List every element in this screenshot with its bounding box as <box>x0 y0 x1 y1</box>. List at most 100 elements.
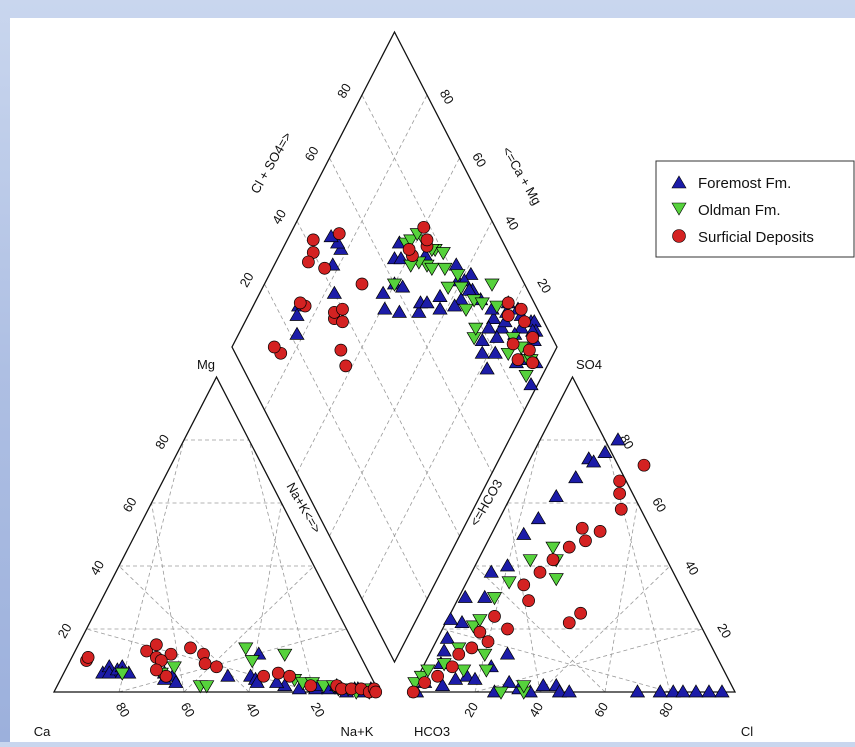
anion-grid-line <box>474 565 606 693</box>
oldman-fm-diamond-point <box>453 281 469 295</box>
legend-item-surficial: Surficial Deposits <box>672 229 814 246</box>
oldman-fm-anion-point <box>486 592 503 606</box>
surficial-deposits-anion-point <box>406 685 420 699</box>
oldman-fm-diamond-point <box>450 269 466 283</box>
cation-bottom-tick-label: 40 <box>243 700 263 720</box>
circle-icon <box>672 229 686 243</box>
surficial-deposits-anion-point <box>522 594 535 608</box>
oldman-fm-anion-point <box>420 664 436 678</box>
surficial-deposits-anion-point <box>613 474 626 488</box>
foremost-fm-diamond-point <box>447 298 463 312</box>
surficial-deposits-anion-point <box>614 502 628 516</box>
surficial-deposits-anion-point <box>613 487 626 500</box>
oldman-fm-cation-point <box>277 648 293 662</box>
oldman-fm-anion-point <box>478 664 494 678</box>
surficial-deposits-diamond-point <box>293 296 307 310</box>
foremost-fm-diamond-point <box>486 310 502 324</box>
foremost-fm-diamond-point <box>395 279 411 293</box>
surficial-deposits-diamond-point <box>501 296 515 310</box>
cation-left-tick-label: 80 <box>152 432 172 452</box>
surficial-deposits-diamond-point <box>501 309 515 322</box>
surficial-deposits-diamond-point <box>402 243 416 256</box>
anion-grid-line <box>442 628 671 693</box>
legend-label-foremost: Foremost Fm. <box>698 175 791 192</box>
surficial-deposits-anion-point <box>481 635 495 648</box>
foremost-fm-anion-point <box>499 558 516 572</box>
surficial-deposits-cation-point <box>283 669 296 683</box>
oldman-fm-anion-point <box>516 680 532 694</box>
anion-grid-line <box>604 502 638 693</box>
oldman-fm-anion-point <box>545 541 561 555</box>
anion-bottom-tick-label: 80 <box>656 700 676 720</box>
oldman-fm-cation-point <box>238 642 254 656</box>
surficial-deposits-anion-point <box>579 534 592 548</box>
oldman-fm-anion-point <box>493 686 509 700</box>
surficial-deposits-diamond-point <box>506 337 520 351</box>
foremost-fm-anion-point <box>447 671 464 685</box>
anion-right-tick-label: 40 <box>682 558 702 578</box>
surficial-deposits-anion-point <box>575 521 589 535</box>
cation-bottom-tick-label: 80 <box>113 700 133 720</box>
cation-grid-line <box>151 502 185 693</box>
anion-grid-line <box>539 565 671 693</box>
foremost-fm-diamond-point <box>487 345 503 359</box>
surficial-deposits-anion-point <box>418 676 431 689</box>
surficial-deposits-diamond-point <box>526 331 539 344</box>
anion-corner-label-cl: Cl <box>741 724 753 739</box>
surficial-deposits-anion-point <box>574 606 587 620</box>
cation-corner-label-mg: Mg <box>197 357 215 372</box>
foremost-fm-anion-point <box>434 678 451 692</box>
foremost-fm-diamond-point <box>432 288 448 302</box>
foremost-fm-diamond-point <box>523 377 539 391</box>
foremost-fm-diamond-point <box>326 285 342 299</box>
oldman-fm-diamond-point <box>435 247 451 261</box>
diamond-left-tick-label: 20 <box>236 270 256 290</box>
surficial-deposits-anion-point <box>546 553 560 567</box>
cation-left-tick-label: 60 <box>119 495 139 515</box>
oldman-fm-anion-point <box>472 614 488 628</box>
oldman-fm-anion-point <box>522 554 538 568</box>
oldman-fm-diamond-point <box>403 234 419 248</box>
oldman-fm-anion-point <box>548 573 564 587</box>
surficial-deposits-cation-point <box>159 669 173 683</box>
anion-corner-label-hco3: HCO3 <box>414 724 450 739</box>
foremost-fm-anion-point <box>443 611 459 625</box>
diamond-grid-line <box>264 283 428 600</box>
legend: Foremost Fm. Oldman Fm. Surficial Deposi… <box>655 160 855 258</box>
foremost-fm-diamond-point <box>479 361 495 375</box>
oldman-fm-diamond-point <box>403 259 419 273</box>
foremost-fm-diamond-point <box>289 326 305 340</box>
oldman-fm-diamond-point <box>437 262 453 276</box>
diamond-right-tick-label: 80 <box>437 87 457 107</box>
diamond-grid-line <box>329 220 493 537</box>
legend-label-oldman: Oldman Fm. <box>698 202 781 219</box>
surficial-deposits-cation-point <box>140 644 153 658</box>
cation-left-tick-label: 40 <box>87 558 107 578</box>
anion-right-tick-label: 60 <box>649 495 669 515</box>
foremost-fm-cation-point <box>168 674 184 688</box>
oldman-fm-diamond-point <box>484 278 500 292</box>
surficial-deposits-anion-point <box>501 622 514 636</box>
oldman-fm-cation-point <box>114 667 130 681</box>
triangle-up-icon <box>671 175 687 189</box>
grid-lines <box>86 94 703 693</box>
foremost-fm-diamond-point <box>474 345 490 359</box>
anion-grid-line <box>474 628 703 693</box>
surficial-deposits-cation-point <box>164 647 178 661</box>
legend-label-surficial: Surficial Deposits <box>698 229 814 246</box>
cation-bottom-tick-label: 60 <box>178 700 198 720</box>
oldman-fm-cation-point <box>244 655 260 669</box>
surficial-deposits-diamond-point <box>336 315 349 329</box>
oldman-fm-diamond-point <box>518 370 534 384</box>
foremost-fm-anion-point <box>548 489 564 503</box>
legend-item-foremost: Foremost Fm. <box>671 175 791 192</box>
foremost-fm-anion-point <box>551 684 568 698</box>
diamond-right-tick-label: 60 <box>469 150 489 170</box>
surficial-deposits-diamond-point <box>334 343 348 357</box>
foremost-fm-anion-point <box>675 684 691 698</box>
surficial-deposits-diamond-point <box>302 255 315 269</box>
surficial-deposits-anion-point <box>562 616 576 630</box>
surficial-deposits-diamond-point <box>417 220 431 234</box>
foremost-fm-anion-point <box>561 684 577 698</box>
diamond-left-tick-label: 40 <box>269 207 289 227</box>
